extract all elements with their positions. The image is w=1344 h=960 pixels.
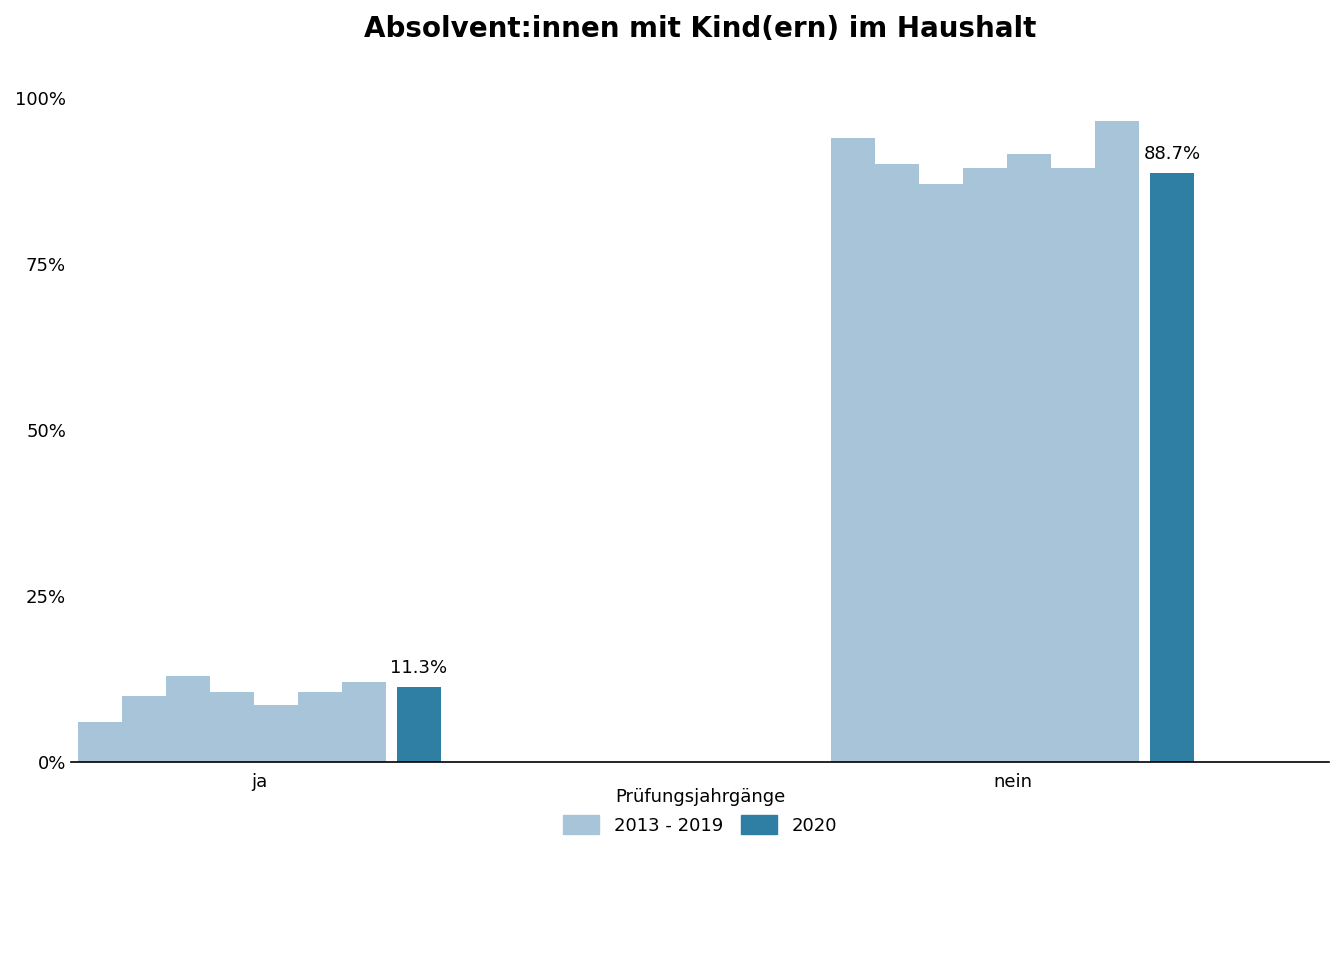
Bar [832,138,875,762]
Bar [964,168,1007,762]
Bar [254,706,297,762]
Bar [78,722,122,762]
Text: 11.3%: 11.3% [390,659,448,677]
Title: Absolvent:innen mit Kind(ern) im Haushalt: Absolvent:innen mit Kind(ern) im Haushal… [364,15,1036,43]
Bar [1095,121,1140,762]
Bar [210,692,254,762]
Bar [1007,155,1051,762]
Bar [165,676,210,762]
Bar [1150,173,1193,762]
Bar [297,692,341,762]
Bar [341,683,386,762]
Text: 88.7%: 88.7% [1144,145,1200,163]
Bar [919,184,964,762]
Legend: 2013 - 2019, 2020: 2013 - 2019, 2020 [554,780,845,844]
Bar [122,696,165,762]
Bar [1051,168,1095,762]
Bar [875,164,919,762]
Bar [396,687,441,762]
